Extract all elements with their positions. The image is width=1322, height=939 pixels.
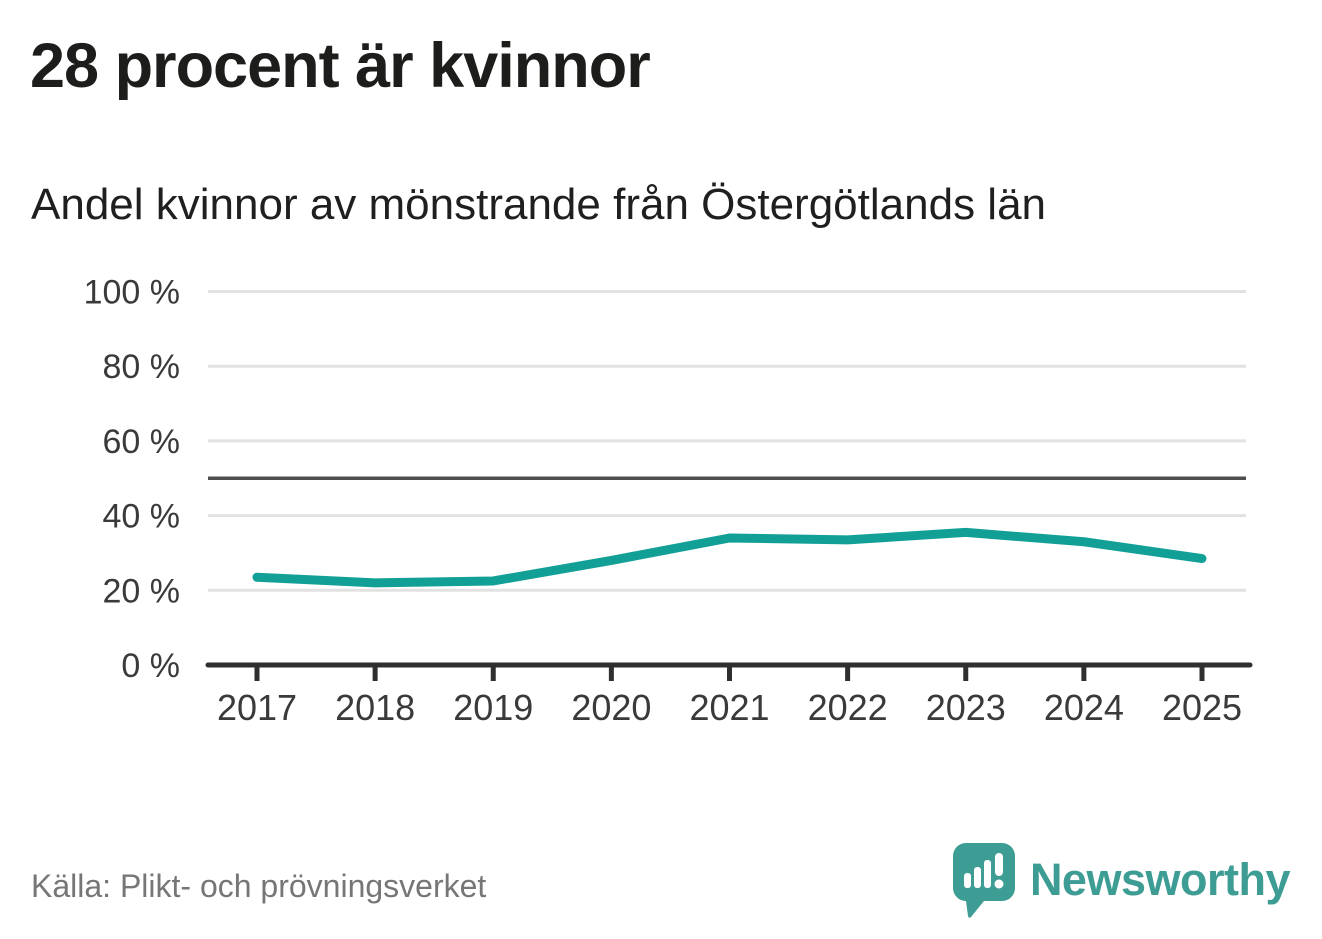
y-tick-label: 100 % <box>84 274 180 312</box>
x-tick-label: 2024 <box>1044 687 1124 728</box>
y-tick-label: 0 % <box>121 647 180 685</box>
x-tick-label: 2023 <box>926 687 1006 728</box>
page-title: 28 procent är kvinnor <box>30 31 651 101</box>
y-tick-label: 40 % <box>103 498 181 536</box>
y-tick-label: 80 % <box>103 348 181 386</box>
x-tick-label: 2022 <box>808 687 888 728</box>
x-tick-label: 2021 <box>689 687 769 728</box>
y-tick-label: 20 % <box>103 572 181 610</box>
brand-block: Newsworthy <box>952 842 1291 918</box>
x-tick-label: 2020 <box>571 687 651 728</box>
x-tick-label: 2019 <box>453 687 533 728</box>
source-note: Källa: Plikt- och prövningsverket <box>31 868 487 904</box>
brand-wordmark: Newsworthy <box>1029 854 1291 905</box>
logo-bar-small <box>963 873 971 888</box>
data-line <box>252 527 1207 588</box>
y-tick-label: 60 % <box>103 423 181 461</box>
logo-bar-medium <box>973 867 981 888</box>
x-tick-label: 2017 <box>217 687 297 728</box>
logo-exclamation-stem <box>994 853 1003 876</box>
logo-bar-large <box>983 860 991 888</box>
newsworthy-logo-icon <box>952 843 1015 918</box>
x-tick-label: 2018 <box>335 687 415 728</box>
x-tick-label: 2025 <box>1162 687 1242 728</box>
logo-exclamation-dot <box>994 879 1004 889</box>
chart-subtitle: Andel kvinnor av mönstrande från Östergö… <box>31 180 1047 229</box>
